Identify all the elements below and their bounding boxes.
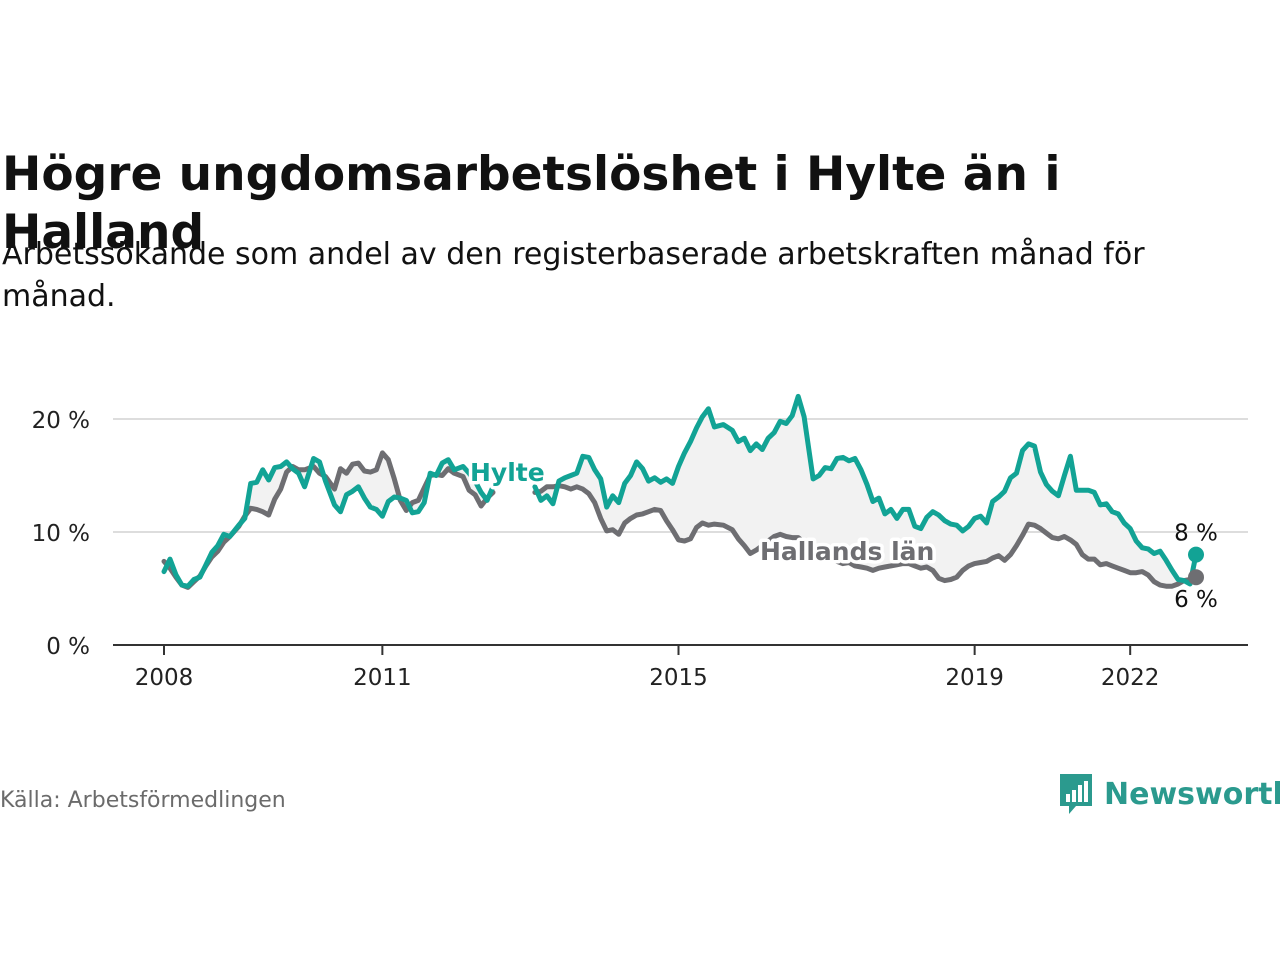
x-tick-label: 2011 xyxy=(353,665,412,691)
chart-title: Högre ungdomsarbetslöshet i Hylte än i H… xyxy=(2,147,1061,260)
difference-band xyxy=(164,396,1196,588)
series-lines xyxy=(161,393,1199,590)
y-tick-label: 10 % xyxy=(32,521,90,547)
series-line-hylte xyxy=(532,393,1199,587)
x-tick-label: 2022 xyxy=(1101,665,1160,691)
end-point-hallands-lan xyxy=(1188,569,1204,586)
source-note: Källa: Arbetsförmedlingen xyxy=(0,788,286,813)
difference-area xyxy=(534,396,1196,587)
brand-name: Newsworthy xyxy=(1104,776,1280,812)
bar-chart-speech-bubble-icon xyxy=(1060,774,1092,814)
series-label-hallands-lan: Hallands län xyxy=(760,537,934,566)
series-line-hylte xyxy=(161,456,496,589)
series-labels: 8 % 6 % Hylte Hallands län xyxy=(467,455,1218,614)
series-line-hallands-län xyxy=(532,483,1199,589)
x-tick-label: 2015 xyxy=(649,665,708,691)
chart-subtitle: Arbetssökande som andel av den registerb… xyxy=(2,237,1145,314)
end-point-hylte xyxy=(1188,546,1204,563)
series-label-hylte: Hylte xyxy=(470,458,545,487)
end-label-hylte: 8 % xyxy=(1174,521,1218,547)
x-tick-label: 2008 xyxy=(135,665,194,691)
y-tick-label: 20 % xyxy=(32,408,90,434)
x-tick-label: 2019 xyxy=(945,665,1004,691)
end-label-hallands-lan: 6 % xyxy=(1174,587,1218,613)
line-chart: 0 % 10 % 20 % 2008 2011 2015 2019 2022 8 % 6 % H… xyxy=(32,393,1248,691)
series-line-hallands-län xyxy=(161,450,496,590)
x-axis: 2008 2011 2015 2019 2022 xyxy=(113,644,1248,691)
y-tick-label: 0 % xyxy=(46,634,90,660)
newsworthy-logo[interactable]: Newsworthy xyxy=(1058,772,1280,816)
